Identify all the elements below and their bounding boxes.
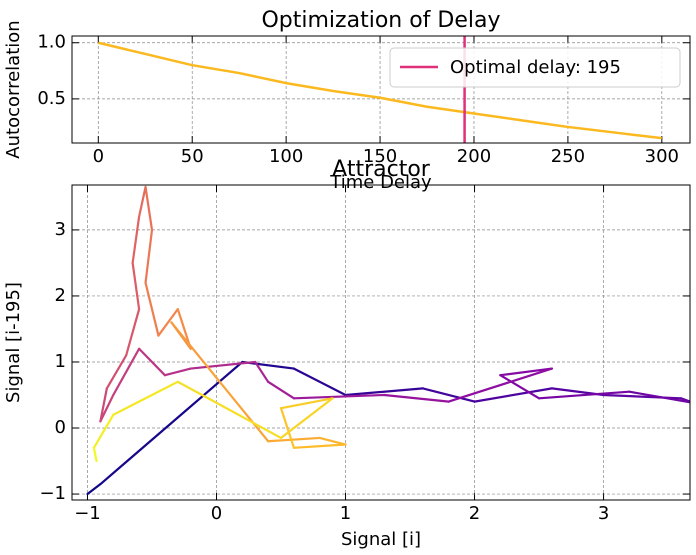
trajectory-segment (157, 308, 179, 337)
trajectory-segment (137, 185, 147, 218)
trajectory-segment (163, 367, 192, 377)
trajectory-segment (447, 367, 554, 403)
y-tick-label: −1 (39, 483, 66, 504)
trajectory-segment (267, 436, 321, 443)
trajectory-segment (144, 185, 154, 232)
trajectory-segment (279, 397, 334, 410)
trajectory-segment (86, 483, 102, 496)
x-tick-label: 3 (598, 503, 609, 524)
trajectory-segment (499, 374, 541, 400)
trajectory-segment (176, 380, 283, 440)
trajectory-segment (202, 360, 270, 443)
trajectory-segment (125, 308, 141, 357)
trajectory-segment (189, 360, 257, 370)
trajectory-segment (344, 387, 425, 397)
trajectory-segment (112, 347, 141, 397)
x-tick-label: 250 (551, 146, 585, 167)
trajectory-segment (267, 380, 296, 400)
trajectory-segment (383, 393, 450, 403)
data-line (98, 41, 662, 140)
x-tick-label: 200 (457, 146, 491, 167)
trajectory-segment (279, 407, 296, 449)
trajectory-segment (473, 387, 554, 403)
x-tick-label: 300 (645, 146, 679, 167)
trajectory-segment (628, 390, 690, 404)
x-tick-label: −1 (74, 503, 101, 524)
chart-title: Attractor (332, 157, 431, 182)
y-axis-label: Autocorrelation (3, 20, 24, 158)
trajectory-segment (99, 393, 115, 423)
y-tick-label: 0 (55, 417, 66, 438)
trajectory-segment (679, 397, 690, 403)
trajectory-segment (170, 321, 205, 364)
y-tick-label: 1 (55, 351, 66, 372)
trajectory-segment (499, 367, 554, 377)
trajectory-segment (421, 387, 476, 403)
axes-frame (71, 184, 691, 501)
trajectory-segment (292, 443, 347, 449)
x-tick-label: 0 (211, 503, 222, 524)
trajectory-segment (92, 413, 115, 449)
trajectory-segment (279, 397, 334, 440)
trajectory-segment (92, 446, 98, 463)
x-tick-label: 50 (181, 146, 204, 167)
trajectory-segment (99, 360, 244, 486)
x-tick-label: 0 (93, 146, 104, 167)
trajectory-segment (144, 228, 154, 284)
y-tick-label: 3 (55, 219, 66, 240)
trajectory-segment (318, 436, 347, 446)
trajectory-segment (105, 354, 128, 390)
plot-area (86, 185, 690, 496)
x-tick-label: 2 (469, 503, 480, 524)
axes-frame (71, 35, 691, 144)
legend (389, 47, 681, 88)
trajectory-segment (112, 380, 179, 416)
trajectory-segment (537, 390, 631, 400)
y-tick-label: 0.5 (37, 88, 66, 109)
y-tick-label: 2 (55, 285, 66, 306)
x-axis-label: Time Delay (329, 172, 432, 193)
x-tick-label: 150 (363, 146, 397, 167)
x-axis-label: Signal [i] (341, 529, 421, 550)
trajectory-segment (131, 215, 141, 265)
chart-title: Optimization of Delay (261, 8, 500, 33)
trajectory-segment (99, 387, 108, 423)
legend-label: Optimal delay: 195 (450, 57, 621, 78)
trajectory-segment (254, 360, 270, 383)
trajectory-segment (144, 281, 160, 337)
trajectory-segment (131, 261, 141, 311)
x-tick-label: 100 (269, 146, 303, 167)
trajectory-segment (292, 393, 386, 400)
y-axis-label: Signal [i-195] (3, 282, 24, 403)
y-tick-label: 1.0 (37, 32, 66, 53)
trajectory-segment (137, 347, 166, 377)
x-tick-label: 1 (340, 503, 351, 524)
trajectory-segment (292, 367, 347, 397)
